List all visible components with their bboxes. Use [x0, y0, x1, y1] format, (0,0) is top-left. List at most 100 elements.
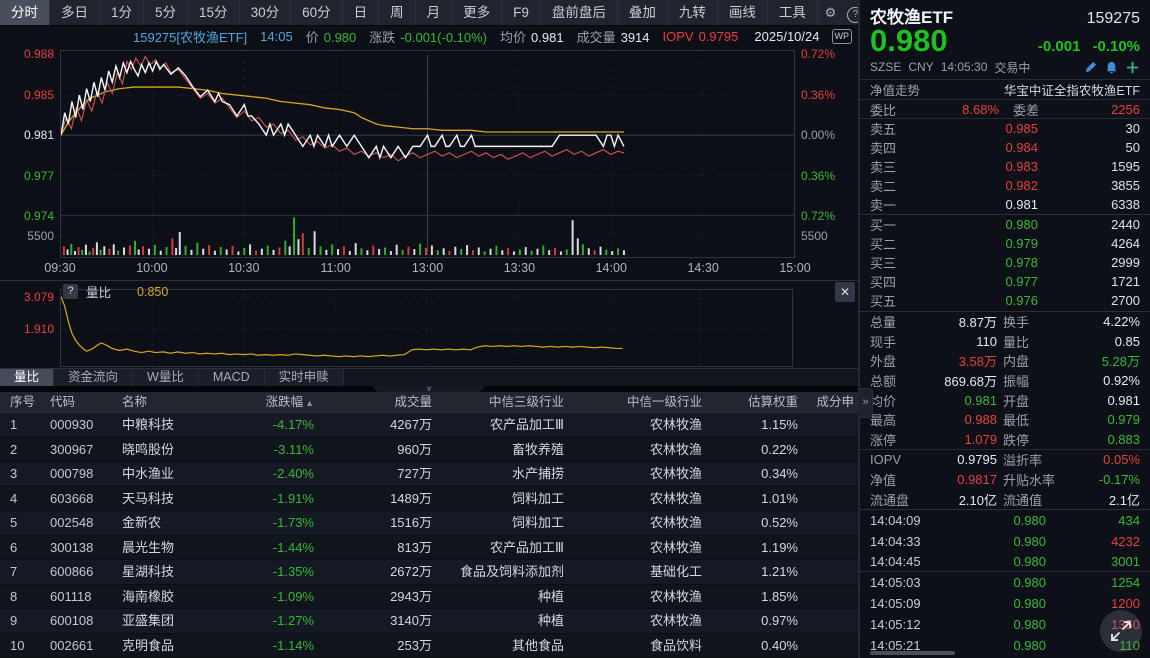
bid-row[interactable]: 买五0.9762700 — [860, 291, 1150, 310]
indicator-tab[interactable]: 实时申赎 — [265, 369, 344, 386]
toolbar-tool[interactable]: 工具 — [768, 0, 818, 25]
table-row[interactable]: 3000798中水渔业-2.40%727万水产捕捞农林牧渔0.34% — [0, 462, 858, 487]
industry-l3: 饲料加工 — [436, 487, 568, 511]
bid-row[interactable]: 买二0.9794264 — [860, 234, 1150, 253]
expand-icon[interactable] — [1100, 610, 1142, 652]
pct-axis-label: 0.00% — [801, 129, 835, 141]
table-row[interactable]: 9600108亚盛集团-1.27%3140万种植农林牧渔0.97% — [0, 609, 858, 634]
row-index: 1 — [0, 413, 40, 437]
bid-volume: 2700 — [1038, 293, 1140, 308]
bid-row[interactable]: 买三0.9782999 — [860, 253, 1150, 272]
indicator-pane[interactable]: ? 量比 0.850 ✕ 3.0791.910 — [0, 280, 858, 368]
indicator-tab[interactable]: W量比 — [133, 369, 199, 386]
indicator-plot[interactable] — [60, 289, 793, 367]
edit-icon[interactable] — [1083, 60, 1098, 75]
industry-l3: 农产品加工Ⅲ — [436, 536, 568, 560]
alert-bell-icon[interactable] — [1104, 60, 1119, 75]
toolbar-tool[interactable]: 叠加 — [618, 0, 668, 25]
table-row[interactable]: 10002661克明食品-1.14%253万其他食品食品饮料0.40% — [0, 634, 858, 658]
toolbar-tool[interactable]: 画线 — [718, 0, 768, 25]
indicator-svg — [61, 290, 792, 366]
column-header[interactable]: 成分申 — [802, 392, 858, 413]
toolbar-tool[interactable]: 盘前盘后 — [541, 0, 618, 25]
table-row[interactable]: 6300138晨光生物-1.44%813万农产品加工Ⅲ农林牧渔1.19% — [0, 536, 858, 561]
stock-name: 亚盛集团 — [112, 609, 230, 633]
toolbar-tab[interactable]: 周 — [379, 0, 416, 25]
column-header[interactable]: 序号 — [0, 392, 40, 413]
bid-row[interactable]: 买四0.9771721 — [860, 272, 1150, 291]
stat-label: 总量 — [870, 312, 932, 331]
toolbar-tab[interactable]: 月 — [416, 0, 453, 25]
column-header[interactable]: 中信三级行业 — [436, 392, 568, 413]
stat-value: 5.28万 — [1075, 351, 1140, 370]
wp-badge[interactable]: WP — [832, 29, 853, 44]
tick-scrollbar[interactable] — [870, 651, 955, 655]
column-header[interactable]: 代码 — [40, 392, 112, 413]
column-header[interactable]: 估算权重 — [706, 392, 802, 413]
tick-volume: 3001 — [1046, 554, 1140, 569]
indicator-tab[interactable]: MACD — [199, 369, 265, 386]
industry-l1: 农林牧渔 — [568, 609, 706, 633]
close-icon[interactable]: ✕ — [835, 282, 855, 302]
pct-axis-label: 0.72% — [801, 48, 835, 60]
toolbar-tool[interactable]: 九转 — [668, 0, 718, 25]
toolbar-tab[interactable]: 日 — [343, 0, 380, 25]
tick-row[interactable]: 14:04:090.980434 — [860, 510, 1150, 531]
toolbar-tab[interactable]: 15分 — [188, 0, 240, 25]
indicator-name[interactable]: 量比 — [86, 282, 111, 301]
ask-row[interactable]: 卖二0.9823855 — [860, 176, 1150, 195]
ask-row[interactable]: 卖四0.98450 — [860, 138, 1150, 157]
tick-volume: 434 — [1046, 513, 1140, 528]
toolbar-tab[interactable]: 1分 — [100, 0, 144, 25]
stat-value: 0.981 — [1075, 393, 1140, 408]
toolbar-tab[interactable]: 30分 — [240, 0, 292, 25]
table-row[interactable]: 8601118海南橡胶-1.09%2943万种植农林牧渔1.85% — [0, 585, 858, 610]
stat-row: 现手110量比0.85 — [860, 332, 1150, 352]
table-row[interactable]: 7600866星湖科技-1.35%2672万食品及饲料添加剂基础化工1.21% — [0, 560, 858, 585]
pct-change: -4.17% — [230, 413, 318, 437]
table-row[interactable]: 1000930中粮科技-4.17%4267万农产品加工Ⅲ农林牧渔1.15% — [0, 413, 858, 438]
settings-icon[interactable]: ⚙ — [818, 0, 843, 25]
ask-row[interactable]: 卖三0.9831595 — [860, 157, 1150, 176]
stat-label: 开盘 — [997, 391, 1075, 410]
help-icon[interactable]: ? — [63, 284, 78, 299]
column-header[interactable]: 成交量 — [318, 392, 436, 413]
panel-expander-icon[interactable]: » — [859, 388, 873, 418]
column-header[interactable]: 名称 — [112, 392, 230, 413]
trading-status: 交易中 — [994, 59, 1030, 76]
industry-l3: 饲料加工 — [436, 511, 568, 535]
stat-value: 110 — [932, 334, 997, 349]
price-plot[interactable] — [60, 50, 795, 258]
toolbar-tool[interactable]: F9 — [502, 0, 541, 25]
table-row[interactable]: 5002548金新农-1.73%1516万饲料加工农林牧渔0.52% — [0, 511, 858, 536]
toolbar-tab[interactable]: 分时 — [0, 0, 50, 25]
ask-row[interactable]: 卖五0.98530 — [860, 119, 1150, 138]
table-row[interactable]: 4603668天马科技-1.91%1489万饲料加工农林牧渔1.01% — [0, 487, 858, 512]
stat-label: 流通盘 — [870, 490, 932, 509]
turnover: 2672万 — [318, 560, 436, 584]
column-header[interactable]: 中信一级行业 — [568, 392, 706, 413]
main-area: 分时多日1分5分15分30分60分日周月更多 F9盘前盘后叠加九转画线工具 ⚙ … — [0, 0, 858, 658]
est-weight: 0.52% — [706, 511, 802, 535]
indicator-tab[interactable]: 量比 — [0, 369, 54, 386]
toolbar-tab[interactable]: 更多 — [452, 0, 502, 25]
tick-row[interactable]: 14:05:030.9801254 — [860, 572, 1150, 593]
nav-trend-row[interactable]: 净值走势 华宝中证全指农牧渔ETF — [860, 79, 1150, 100]
currency-label: CNY — [908, 60, 933, 74]
bid-row[interactable]: 买一0.9802440 — [860, 215, 1150, 234]
indicator-tab[interactable]: 资金流向 — [54, 369, 133, 386]
toolbar-tab[interactable]: 5分 — [144, 0, 188, 25]
tick-row[interactable]: 14:05:090.9801200 — [860, 593, 1150, 614]
table-row[interactable]: 2300967晓鸣股份-3.11%960万畜牧养殖农林牧渔0.22% — [0, 438, 858, 463]
indicator-axis-label: 1.910 — [0, 323, 54, 335]
tick-row[interactable]: 14:04:330.9804232 — [860, 531, 1150, 552]
tick-row[interactable]: 14:04:450.9803001 — [860, 552, 1150, 573]
tick-volume: 4232 — [1046, 534, 1140, 549]
toolbar-tab[interactable]: 60分 — [291, 0, 343, 25]
toolbar-tab[interactable]: 多日 — [50, 0, 100, 25]
chart-iopv: IOPV0.9795 — [663, 29, 739, 44]
ask-row[interactable]: 卖一0.9816338 — [860, 195, 1150, 214]
intraday-chart[interactable]: 0.9880.9850.9810.9770.9740.72%0.36%0.00%… — [0, 46, 858, 258]
add-icon[interactable] — [1125, 60, 1140, 75]
column-header[interactable]: 涨跌幅▲ — [230, 392, 318, 413]
